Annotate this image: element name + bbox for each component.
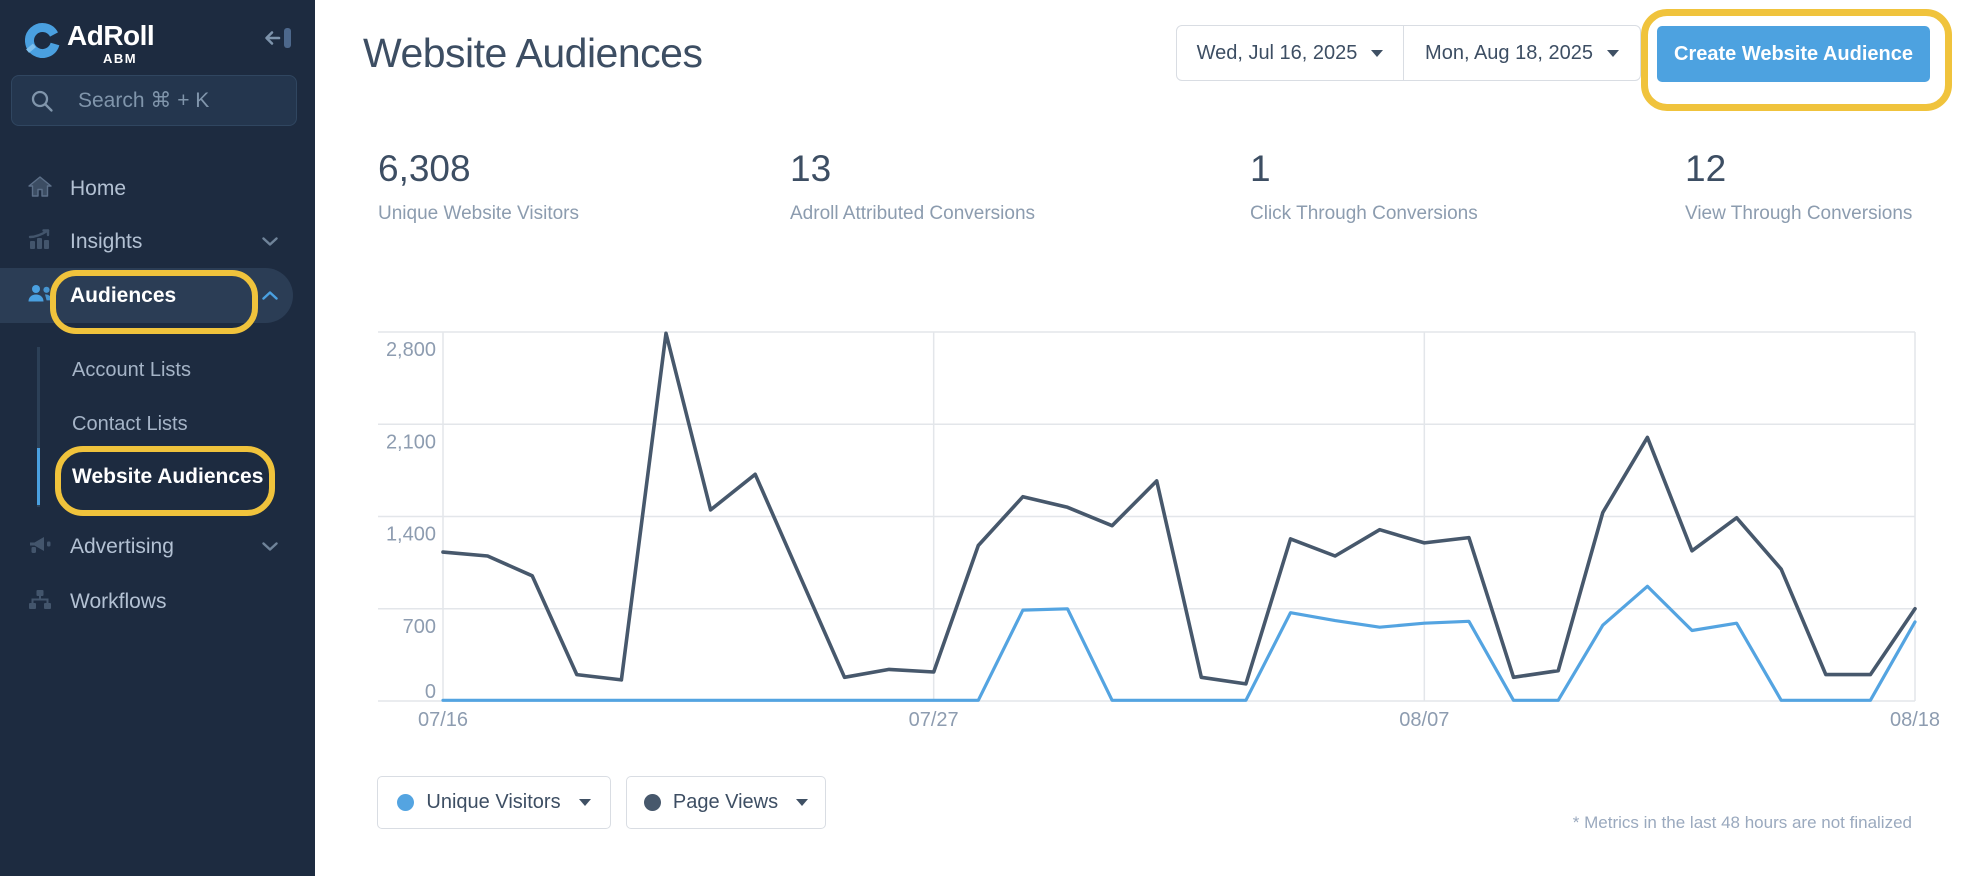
caret-down-icon <box>1606 49 1619 57</box>
workflows-sitemap-icon <box>26 589 54 616</box>
legend-label: Page Views <box>672 791 779 813</box>
stat-value: 12 <box>1685 148 1727 189</box>
stat-adroll-attributed-conversions: 13 Adroll Attributed Conversions <box>790 148 1120 225</box>
sidebar: AdRoll ABM Search ⌘ + K <box>0 0 315 876</box>
visitors-pageviews-line-chart: 0 700 1,400 2,100 2,800 07/16 07/27 08/07 08/18 <box>378 325 1940 737</box>
date-range-picker: Wed, Jul 16, 2025 Mon, Aug 18, 2025 <box>1176 25 1641 81</box>
sidebar-subitem-label: Account Lists <box>72 358 191 381</box>
caret-down-icon <box>1371 49 1384 57</box>
home-icon <box>26 175 54 203</box>
svg-text:1,400: 1,400 <box>386 524 436 546</box>
svg-text:2,800: 2,800 <box>386 339 436 361</box>
stat-view-through-conversions: 12 View Through Conversions <box>1685 148 1972 225</box>
stat-label: Click Through Conversions <box>1250 203 1478 224</box>
sidebar-item-workflows[interactable]: Workflows <box>0 574 315 630</box>
stat-label: Unique Website Visitors <box>378 203 580 224</box>
sidebar-subitem-label: Contact Lists <box>72 412 188 435</box>
sidebar-item-label: Home <box>70 177 127 200</box>
subnav-active-indicator <box>37 448 40 505</box>
stat-label: View Through Conversions <box>1685 203 1913 224</box>
legend-page-views-dropdown[interactable]: Page Views <box>626 776 826 829</box>
sidebar-item-label: Audiences <box>70 283 177 307</box>
search-input[interactable]: Search ⌘ + K <box>11 75 297 126</box>
chevron-up-icon <box>262 287 278 305</box>
insights-icon <box>26 228 54 256</box>
sidebar-item-insights[interactable]: Insights <box>0 214 315 270</box>
audiences-people-icon <box>26 283 54 309</box>
svg-text:07/16: 07/16 <box>418 709 468 731</box>
legend-unique-visitors-dropdown[interactable]: Unique Visitors <box>377 776 611 829</box>
svg-text:07/27: 07/27 <box>909 709 959 731</box>
stat-unique-website-visitors: 6,308 Unique Website Visitors <box>378 148 708 225</box>
end-date-value: Mon, Aug 18, 2025 <box>1425 41 1593 64</box>
sidebar-item-advertising[interactable]: Advertising <box>0 519 315 575</box>
sidebar-item-website-audiences[interactable]: Website Audiences <box>72 451 292 503</box>
end-date-dropdown[interactable]: Mon, Aug 18, 2025 <box>1404 26 1640 80</box>
svg-text:0: 0 <box>425 681 436 703</box>
adroll-swirl-icon <box>25 22 61 63</box>
sidebar-item-home[interactable]: Home <box>0 161 315 217</box>
svg-text:700: 700 <box>403 616 436 638</box>
stat-value: 13 <box>790 148 832 189</box>
advertising-megaphone-icon <box>26 534 54 561</box>
start-date-value: Wed, Jul 16, 2025 <box>1196 41 1358 64</box>
metrics-disclaimer: * Metrics in the last 48 hours are not f… <box>1572 813 1912 832</box>
caret-down-icon <box>796 799 809 806</box>
create-website-audience-button[interactable]: Create Website Audience <box>1657 26 1930 82</box>
stat-click-through-conversions: 1 Click Through Conversions <box>1250 148 1580 225</box>
sidebar-item-contact-lists[interactable]: Contact Lists <box>72 398 292 450</box>
sidebar-item-label: Workflows <box>70 590 167 613</box>
caret-down-icon <box>578 799 591 806</box>
start-date-dropdown[interactable]: Wed, Jul 16, 2025 <box>1177 26 1404 80</box>
search-placeholder: Search ⌘ + K <box>78 89 210 112</box>
svg-text:08/18: 08/18 <box>1890 709 1940 731</box>
page-views-dot-icon <box>643 794 661 811</box>
sidebar-subitem-label: Website Audiences <box>72 465 264 488</box>
stat-value: 1 <box>1250 148 1271 189</box>
page-title: Website Audiences <box>363 30 703 76</box>
sidebar-item-audiences[interactable]: Audiences <box>0 268 315 323</box>
sidebar-item-account-lists[interactable]: Account Lists <box>72 344 292 396</box>
stat-label: Adroll Attributed Conversions <box>790 203 1036 224</box>
brand-name: AdRoll <box>67 20 155 51</box>
brand-sub-label: ABM <box>103 51 138 66</box>
search-icon <box>31 90 53 112</box>
chevron-down-icon <box>262 538 278 556</box>
sidebar-item-label: Advertising <box>70 535 174 558</box>
svg-text:08/07: 08/07 <box>1399 709 1449 731</box>
unique-visitors-dot-icon <box>397 794 415 811</box>
legend-label: Unique Visitors <box>426 791 561 813</box>
collapse-sidebar-icon[interactable] <box>262 24 294 57</box>
chevron-down-icon <box>262 233 278 251</box>
svg-text:2,100: 2,100 <box>386 431 436 453</box>
stat-value: 6,308 <box>378 148 471 189</box>
subnav-rail <box>37 347 40 507</box>
sidebar-item-label: Insights <box>70 230 143 253</box>
adroll-logo: AdRoll ABM <box>25 20 295 68</box>
